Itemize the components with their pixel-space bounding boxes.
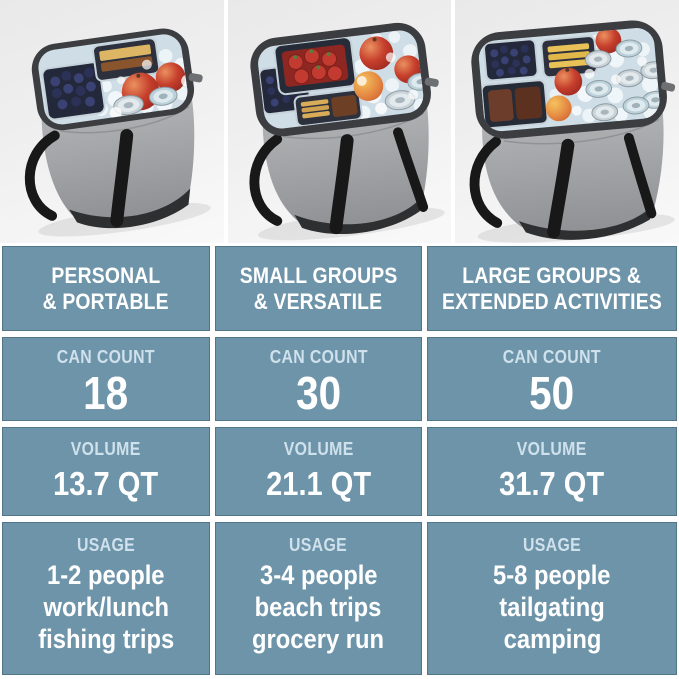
cooler-bag [249, 22, 445, 241]
can-count-label: CAN COUNT [502, 347, 602, 367]
can-count-value: 50 [529, 367, 575, 419]
photo-strip [0, 0, 679, 243]
can-count-label: CAN COUNT [269, 347, 368, 367]
cans [384, 72, 425, 111]
can-count-cell-3: CAN COUNT 50 [427, 337, 677, 421]
usage-line: grocery run [252, 624, 385, 654]
volume-label: VOLUME [70, 439, 141, 459]
can-count-value: 18 [83, 367, 129, 419]
usage-line: work/lunch [43, 592, 169, 622]
header-line: EXTENDED ACTIVITIES [442, 288, 663, 314]
can-count-cell-1: CAN COUNT 18 [2, 337, 210, 421]
cooler-photo-panel-2 [227, 0, 452, 243]
usage-line: 5-8 people [493, 560, 611, 590]
snack-container [92, 37, 161, 82]
bag-strap-right [624, 132, 657, 219]
cooler-photo-panel-3 [455, 0, 679, 243]
usage-cell-1: USAGE 1-2 people work/lunch fishing trip… [2, 522, 210, 675]
blueberry-container [41, 61, 106, 121]
fruit [546, 27, 622, 122]
can-count-cell-2: CAN COUNT 30 [214, 337, 423, 421]
volume-value: 21.1 QT [265, 465, 371, 502]
cooler-bag-18-can-photo [24, 28, 211, 237]
comparison-table: PERSONAL & PORTABLE SMALL GROUPS & VERSA… [2, 246, 677, 675]
usage-line: 3-4 people [259, 560, 378, 590]
cooler-bag [24, 28, 211, 237]
bag-contents [481, 27, 662, 130]
can-count-label: CAN COUNT [56, 347, 155, 367]
volume-cell-3: VOLUME 31.7 QT [427, 427, 677, 516]
header-line: PERSONAL [51, 262, 161, 288]
zipper-pull [661, 81, 676, 92]
cooler-photo-panel-1 [0, 0, 224, 243]
usage-lines: 1-2 people work/lunch fishing trips [29, 559, 184, 655]
usage-line: beach trips [254, 592, 382, 622]
cooler-bag-50-can-photo [470, 20, 676, 243]
usage-line: 1-2 people [46, 560, 165, 590]
cooler-bag-30-can-photo [249, 22, 445, 241]
volume-label: VOLUME [283, 439, 354, 459]
can-count-value: 30 [295, 367, 341, 419]
cooler-bag [470, 20, 676, 243]
bag-contents [258, 31, 425, 127]
volume-value: 31.7 QT [499, 465, 605, 502]
bag-bottom [294, 197, 422, 235]
usage-label: USAGE [76, 535, 135, 555]
usage-label: USAGE [289, 535, 348, 555]
usage-lines: 5-8 people tailgating camping [485, 559, 619, 655]
volume-cell-2: VOLUME 21.1 QT [214, 427, 423, 516]
bag-handle [470, 136, 503, 228]
header-line: & PORTABLE [42, 288, 169, 314]
usage-line: camping [503, 624, 601, 654]
volume-value: 13.7 QT [53, 465, 159, 502]
header-line: LARGE GROUPS & [462, 262, 642, 288]
header-line: & VERSATILE [254, 288, 383, 314]
strawberry-container [273, 36, 357, 96]
ice [572, 56, 648, 116]
zipper-pull [188, 73, 203, 83]
zipper-pull [424, 77, 439, 87]
bag-handle [24, 130, 60, 221]
snack-container [293, 88, 363, 127]
usage-label: USAGE [522, 535, 582, 555]
bag-contents [41, 37, 190, 121]
bag-strap-right [392, 127, 428, 212]
ice [356, 52, 418, 115]
volume-label: VOLUME [517, 439, 587, 459]
bag-strap [329, 134, 354, 235]
bag-handle [249, 134, 282, 226]
cans [113, 86, 178, 116]
usage-line: tailgating [499, 592, 605, 622]
header-cell-large-groups: LARGE GROUPS & EXTENDED ACTIVITIES [427, 246, 677, 331]
meat-container [481, 79, 549, 130]
usage-cell-2: USAGE 3-4 people beach trips grocery run [214, 522, 423, 675]
volume-cell-1: VOLUME 13.7 QT [2, 427, 210, 516]
blueberry-container [483, 38, 539, 82]
header-cell-small-groups: SMALL GROUPS & VERSATILE [214, 246, 423, 331]
header-line: SMALL GROUPS [239, 262, 398, 288]
usage-cell-3: USAGE 5-8 people tailgating camping [427, 522, 677, 675]
bag-bottom [69, 188, 191, 229]
header-cell-personal: PERSONAL & PORTABLE [2, 246, 210, 331]
usage-lines: 3-4 people beach trips grocery run [243, 559, 393, 655]
bag-strap [547, 138, 575, 239]
usage-line: fishing trips [37, 624, 174, 654]
bag-strap [110, 128, 134, 228]
